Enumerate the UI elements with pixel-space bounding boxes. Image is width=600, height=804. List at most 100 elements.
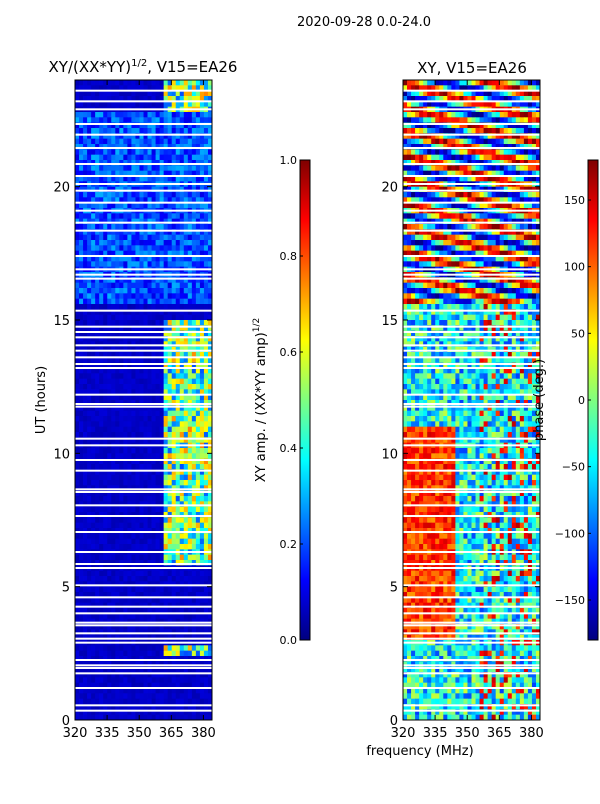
amp-cell — [164, 517, 168, 523]
amp-cell — [83, 464, 87, 470]
amp-cell — [192, 421, 196, 427]
amp-cell — [139, 677, 143, 683]
amp-cell — [75, 464, 79, 470]
phase-cell — [403, 155, 407, 161]
amp-cell — [127, 496, 131, 502]
amp-cell — [160, 224, 164, 230]
amp-cell — [156, 544, 160, 550]
amp-cell — [87, 416, 91, 422]
amp-cell — [156, 576, 160, 582]
amp-cell — [119, 384, 123, 390]
amp-cell — [91, 651, 95, 657]
amp-cell — [160, 299, 164, 305]
amp-cell — [103, 299, 107, 305]
amp-cell — [188, 693, 192, 699]
amp-cell — [139, 576, 143, 582]
amp-cell — [75, 149, 79, 155]
amp-cell — [188, 699, 192, 705]
amp-cell — [184, 139, 188, 145]
phase-cell — [528, 139, 532, 145]
amp-cell — [204, 645, 208, 651]
amp-cell — [144, 117, 148, 123]
amp-cell — [111, 576, 115, 582]
amp-cell — [115, 517, 119, 523]
amp-cell — [119, 651, 123, 657]
phase-cell — [455, 128, 459, 134]
amp-cell — [127, 235, 131, 241]
amp-flag-line — [75, 394, 212, 396]
amp-cell — [168, 475, 172, 481]
amp-cell — [168, 533, 172, 539]
amp-cell — [123, 555, 127, 561]
amp-cell — [192, 427, 196, 433]
amp-cell — [79, 645, 83, 651]
amp-cell — [172, 240, 176, 246]
phase-cell — [407, 139, 411, 145]
amp-cell — [123, 224, 127, 230]
amp-cell — [115, 128, 119, 134]
amp-cell — [107, 128, 111, 134]
amp-cell — [119, 432, 123, 438]
amp-cell — [83, 379, 87, 385]
amp-flag-line — [75, 406, 212, 408]
amp-cell — [75, 587, 79, 593]
amp-cell — [184, 283, 188, 289]
amp-cell — [152, 235, 156, 241]
amp-cell — [176, 315, 180, 321]
amp-cell — [107, 555, 111, 561]
amp-cell — [131, 139, 135, 145]
phase-cell — [455, 192, 459, 198]
amp-cell — [91, 480, 95, 486]
amp-cell — [103, 283, 107, 289]
phase-cell — [500, 155, 504, 161]
amp-cell — [107, 421, 111, 427]
amp-cell — [95, 373, 99, 379]
amp-cell — [103, 416, 107, 422]
amp-cell — [156, 240, 160, 246]
amp-cell — [148, 693, 152, 699]
amp-cell — [184, 117, 188, 123]
amp-cell — [115, 480, 119, 486]
amp-cell — [111, 192, 115, 198]
amp-cell — [111, 432, 115, 438]
amp-cell — [115, 304, 119, 310]
phase-cell — [472, 117, 476, 123]
amp-cell — [139, 155, 143, 161]
phase-cell — [520, 128, 524, 134]
amp-cell — [119, 544, 123, 550]
amp-cell — [131, 517, 135, 523]
amp-cell — [87, 384, 91, 390]
phase-cell — [500, 149, 504, 155]
amp-cell — [160, 384, 164, 390]
amp-cell — [148, 299, 152, 305]
amp-cell — [83, 651, 87, 657]
amp-cell — [103, 245, 107, 251]
amp-cell — [188, 261, 192, 267]
amp-cell — [160, 475, 164, 481]
amp-cell — [196, 240, 200, 246]
amp-cell — [107, 507, 111, 513]
amp-cell — [164, 379, 168, 385]
amp-cell — [192, 320, 196, 326]
amp-cell — [164, 427, 168, 433]
amp-cell — [196, 539, 200, 545]
phase-cell — [439, 155, 443, 161]
phase-cell — [512, 155, 516, 161]
amp-cell — [144, 576, 148, 582]
amp-cell — [127, 379, 131, 385]
amp-cell — [75, 645, 79, 651]
amp-cell — [79, 373, 83, 379]
amp-cell — [127, 539, 131, 545]
amp-cell — [156, 299, 160, 305]
amp-cell — [139, 475, 143, 481]
phase-cell — [407, 117, 411, 123]
amp-cell — [91, 453, 95, 459]
amp-cell — [148, 245, 152, 251]
amp-cell — [192, 224, 196, 230]
amp-cell — [196, 128, 200, 134]
amp-cell — [192, 155, 196, 161]
amp-cell — [123, 261, 127, 267]
amp-cell — [123, 533, 127, 539]
amp-cell — [87, 432, 91, 438]
phase-cell — [472, 192, 476, 198]
